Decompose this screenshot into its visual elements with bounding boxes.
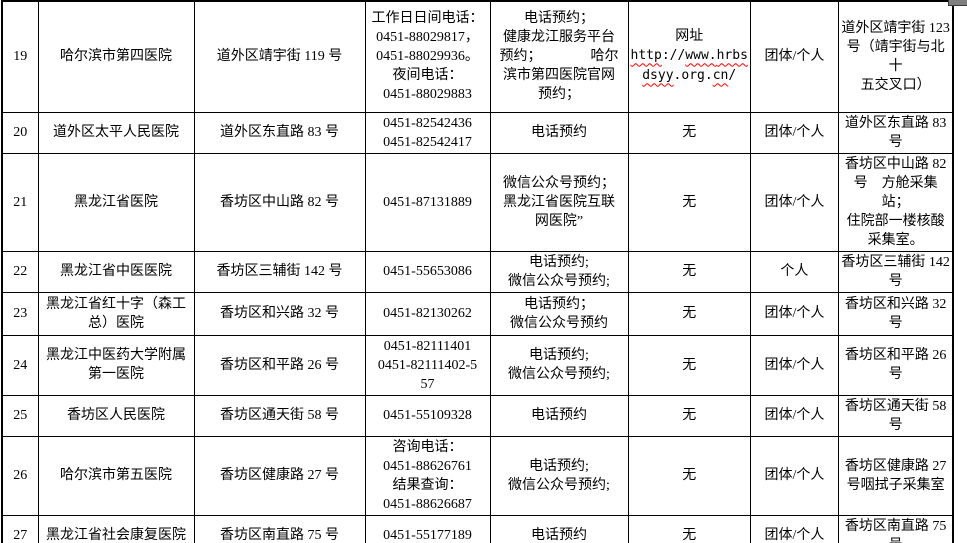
url-segment-misspelled: www.: [685, 48, 717, 64]
cell-group: 个人: [749, 250, 839, 293]
table-row: 24 黑龙江中医药大学附属 第一医院 香坊区和平路 26 号 0451-8211140…: [1, 334, 954, 396]
cell-reservation: 电话预约: [489, 514, 629, 543]
cell-phone: 0451-55653086: [364, 250, 491, 293]
cell-number: 25: [1, 394, 39, 437]
url-segment-misspelled: cn: [712, 68, 729, 84]
cell-number: 23: [1, 291, 39, 336]
cell-phone: 0451-55109328: [364, 394, 491, 437]
cell-location: 道外区靖宇街 123 号（靖宇街与北十 五交叉口）: [837, 0, 954, 113]
cell-phone: 0451-55177189: [364, 514, 491, 543]
cell-website: 无: [627, 291, 751, 336]
cell-reservation: 电话预约; 微信公众号预约;: [489, 250, 629, 293]
cell-location: 道外区东直路 83 号: [837, 111, 954, 154]
cell-group: 团体/个人: [749, 394, 839, 437]
cell-group: 团体/个人: [749, 0, 839, 113]
cell-address: 香坊区和平路 26 号: [193, 334, 366, 396]
cell-number: 22: [1, 250, 39, 293]
cell-hospital: 黑龙江省社会康复医院: [37, 514, 195, 543]
url-segment-misspelled: dsyy: [642, 68, 674, 84]
url-segment: .: [704, 68, 713, 84]
cell-location: 香坊区南直路 75 号: [837, 514, 954, 543]
url-segment: /: [728, 68, 737, 84]
cell-number: 19: [1, 0, 39, 113]
table-row: 22 黑龙江省中医医院 香坊区三辅街 142 号 0451-55653086 电话预约;…: [1, 250, 954, 293]
website-url: http://www.hrbs dsyy.org.cn/: [631, 46, 748, 86]
cell-location: 香坊区和平路 26 号: [837, 334, 954, 396]
cell-location: 香坊区三辅街 142 号: [837, 250, 954, 293]
cell-phone: 工作日日间电话： 0451-88029817， 0451-88029936。 夜…: [364, 0, 491, 113]
cell-location: 香坊区和兴路 32 号: [837, 291, 954, 336]
url-segment: ://: [661, 48, 686, 64]
cell-phone: 咨询电话： 0451-88626761 结果查询： 0451-88626687: [364, 435, 491, 516]
cell-group: 团体/个人: [749, 152, 839, 252]
cell-reservation: 电话预约: [489, 111, 629, 154]
cell-hospital: 哈尔滨市第五医院: [37, 435, 195, 516]
cell-address: 道外区靖宇街 119 号: [193, 0, 366, 113]
cell-group: 团体/个人: [749, 291, 839, 336]
cell-hospital: 哈尔滨市第四医院: [37, 0, 195, 113]
cell-location: 香坊区中山路 82 号 方舱采集站； 住院部一楼核酸 采集室。: [837, 152, 954, 252]
website-label: 网址: [675, 29, 704, 45]
table-row: 25 香坊区人民医院 香坊区通天街 58 号 0451-55109328 电话预约无团体…: [1, 394, 954, 437]
cell-address: 香坊区三辅街 142 号: [193, 250, 366, 293]
cell-address: 香坊区通天街 58 号: [193, 394, 366, 437]
cell-website: 无: [627, 334, 751, 396]
url-segment: org: [681, 68, 705, 84]
cell-address: 香坊区健康路 27 号: [193, 435, 366, 516]
cell-number: 26: [1, 435, 39, 516]
url-segment-misspelled: hrbs: [716, 48, 748, 64]
cell-number: 20: [1, 111, 39, 154]
url-segment: .: [673, 68, 682, 84]
cell-hospital: 黑龙江中医药大学附属 第一医院: [37, 334, 195, 396]
cell-hospital: 黑龙江省医院: [37, 152, 195, 252]
cell-number: 24: [1, 334, 39, 396]
cell-hospital: 香坊区人民医院: [37, 394, 195, 437]
cell-phone: 0451-82542436 0451-82542417: [364, 111, 491, 154]
cell-location: 香坊区健康路 27 号咽拭子采集室: [837, 435, 954, 516]
cell-website: 无: [627, 394, 751, 437]
cell-address: 香坊区南直路 75 号: [193, 514, 366, 543]
cell-phone: 0451-82111401 0451-82111402-5 57: [364, 334, 491, 396]
cell-hospital: 道外区太平人民医院: [37, 111, 195, 154]
cell-number: 27: [1, 514, 39, 543]
table-row: 21 黑龙江省医院 香坊区中山路 82 号 0451-87131889 微信公众号预约；…: [1, 152, 954, 252]
cell-reservation: 微信公众号预约； 黑龙江省医院互联 网医院”: [489, 152, 629, 252]
table-row: 23 黑龙江省红十字（森工 总）医院 香坊区和兴路 32 号 0451-8213026…: [1, 291, 954, 336]
cell-group: 团体/个人: [749, 334, 839, 396]
cell-group: 团体/个人: [749, 514, 839, 543]
cell-group: 团体/个人: [749, 435, 839, 516]
cell-address: 道外区东直路 83 号: [193, 111, 366, 154]
corner-ui-fragment: [948, 0, 967, 6]
table-row: 20 道外区太平人民医院 道外区东直路 83 号 0451-82542436 0451…: [1, 111, 954, 154]
cell-number: 21: [1, 152, 39, 252]
cell-group: 团体/个人: [749, 111, 839, 154]
cell-website: 无: [627, 435, 751, 516]
table-row: 19 哈尔滨市第四医院 道外区靖宇街 119 号工作日日间电话： 0451-8802…: [1, 0, 954, 113]
cell-reservation: 电话预约； 微信公众号预约: [489, 291, 629, 336]
cell-location: 香坊区通天街 58 号: [837, 394, 954, 437]
table-row: 26 哈尔滨市第五医院 香坊区健康路 27 号咨询电话： 0451-88626761…: [1, 435, 954, 516]
cell-website: 无: [627, 514, 751, 543]
cell-reservation: 电话预约； 健康龙江服务平台 预约； 哈尔 滨市第四医院官网 预约；: [489, 0, 629, 113]
cell-hospital: 黑龙江省中医医院: [37, 250, 195, 293]
cell-reservation: 电话预约; 微信公众号预约;: [489, 334, 629, 396]
url-segment-misspelled: http: [630, 48, 662, 64]
cell-website: 网址 http://www.hrbs dsyy.org.cn/: [627, 0, 751, 113]
cell-website: 无: [627, 250, 751, 293]
table-row: 27 黑龙江省社会康复医院 香坊区南直路 75 号 0451-55177189 电话预约…: [1, 514, 954, 543]
cell-reservation: 电话预约; 微信公众号预约;: [489, 435, 629, 516]
cell-hospital: 黑龙江省红十字（森工 总）医院: [37, 291, 195, 336]
cell-address: 香坊区中山路 82 号: [193, 152, 366, 252]
cell-website: 无: [627, 152, 751, 252]
cell-phone: 0451-82130262: [364, 291, 491, 336]
cell-website: 无: [627, 111, 751, 154]
cell-address: 香坊区和兴路 32 号: [193, 291, 366, 336]
cell-phone: 0451-87131889: [364, 152, 491, 252]
cell-reservation: 电话预约: [489, 394, 629, 437]
